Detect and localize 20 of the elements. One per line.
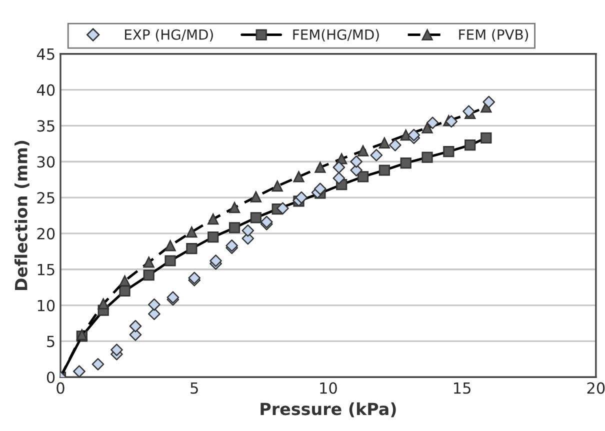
y-tick-label: 35 [37, 120, 54, 132]
y-tick-label: 25 [37, 192, 54, 204]
x-tick-label: 5 [190, 382, 198, 394]
y-tick-label: 0 [46, 372, 55, 384]
legend-label: FEM (PVB) [459, 29, 528, 42]
y-tick-label: 45 [36, 48, 54, 60]
y-tick-label: 20 [37, 228, 55, 240]
x-tick-label: 10 [320, 382, 337, 394]
y-axis-title: Deflection (mm) [14, 140, 30, 290]
y-tick-label: 15 [38, 264, 54, 276]
x-axis-title: Pressure (kPa) [260, 402, 396, 418]
legend-label: FEM(HG/MD) [293, 29, 379, 42]
y-tick-label: 40 [36, 84, 55, 96]
x-tick-label: 0 [56, 382, 64, 394]
legend-label: EXP (HG/MD) [125, 29, 213, 42]
y-tick-label: 5 [47, 336, 54, 348]
x-tick-label: 20 [587, 382, 605, 394]
y-tick-label: 10 [38, 300, 55, 312]
x-tick-label: 15 [454, 382, 470, 394]
y-tick-label: 30 [37, 156, 55, 168]
